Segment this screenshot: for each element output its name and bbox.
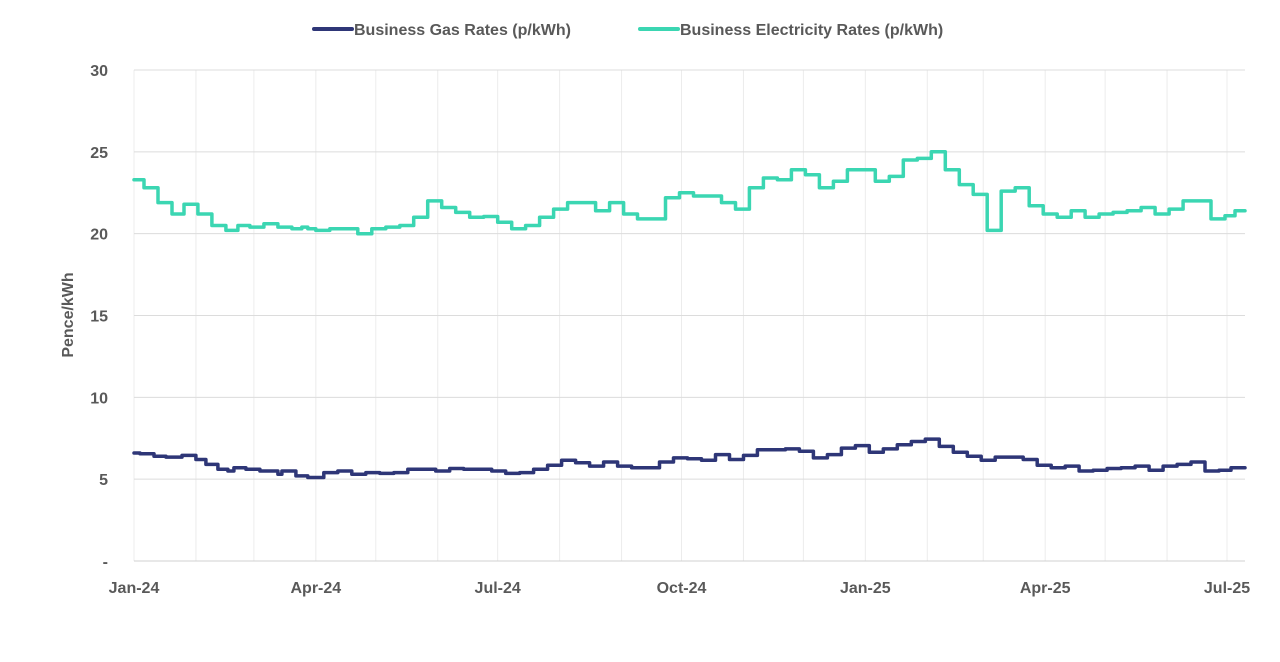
x-axis-tick-labels: Jan-24 Apr-24 Jul-24 Oct-24 Jan-25 Apr-25 Jul-… bbox=[109, 580, 1251, 597]
y-tick-label: - bbox=[103, 554, 108, 571]
y-axis-tick-labels: - 5 10 15 20 25 30 bbox=[90, 63, 108, 571]
y-tick-label: 20 bbox=[90, 227, 108, 244]
horizontal-gridlines bbox=[134, 69, 1245, 562]
y-axis-title: Pence/kWh bbox=[60, 272, 77, 357]
x-tick-label: Jan-25 bbox=[840, 580, 891, 597]
series-line-gas bbox=[132, 437, 1247, 480]
x-tick-label: Jul-24 bbox=[475, 580, 521, 597]
series-line-electricity bbox=[132, 150, 1247, 236]
legend: Business Gas Rates (p/kWh) Business Elec… bbox=[312, 22, 943, 39]
y-tick-label: 30 bbox=[90, 63, 108, 80]
x-tick-label: Apr-25 bbox=[1020, 580, 1071, 597]
y-tick-label: 10 bbox=[90, 390, 108, 407]
legend-label-electricity: Business Electricity Rates (p/kWh) bbox=[680, 22, 943, 39]
y-tick-label: 15 bbox=[90, 309, 108, 326]
x-tick-label: Apr-24 bbox=[290, 580, 341, 597]
legend-label-gas: Business Gas Rates (p/kWh) bbox=[354, 22, 571, 39]
x-tick-label: Jul-25 bbox=[1204, 580, 1250, 597]
x-tick-label: Jan-24 bbox=[109, 580, 160, 597]
y-tick-label: 5 bbox=[99, 472, 108, 489]
series-lines bbox=[132, 150, 1247, 480]
y-tick-label: 25 bbox=[90, 145, 108, 162]
x-tick-label: Oct-24 bbox=[657, 580, 707, 597]
